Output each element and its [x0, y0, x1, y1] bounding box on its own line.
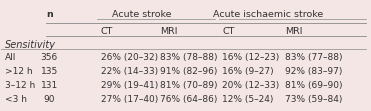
Text: 135: 135	[41, 67, 58, 76]
Text: 81% (69–90): 81% (69–90)	[285, 81, 342, 90]
Text: CT: CT	[101, 27, 113, 36]
Text: 73% (59–84): 73% (59–84)	[285, 95, 342, 104]
Text: Acute stroke: Acute stroke	[112, 10, 171, 19]
Text: 12% (5–24): 12% (5–24)	[222, 95, 274, 104]
Text: CT: CT	[222, 27, 235, 36]
Text: 131: 131	[41, 81, 58, 90]
Text: 81% (70–89): 81% (70–89)	[160, 81, 217, 90]
Text: 91% (82–96): 91% (82–96)	[160, 67, 217, 76]
Text: 92% (83–97): 92% (83–97)	[285, 67, 342, 76]
Text: 16% (9–27): 16% (9–27)	[222, 67, 274, 76]
Text: 83% (78–88): 83% (78–88)	[160, 53, 217, 62]
Text: 16% (12–23): 16% (12–23)	[222, 53, 280, 62]
Text: 26% (20–32): 26% (20–32)	[101, 53, 158, 62]
Text: MRI: MRI	[160, 27, 177, 36]
Text: MRI: MRI	[285, 27, 302, 36]
Text: 83% (77–88): 83% (77–88)	[285, 53, 342, 62]
Text: All: All	[5, 53, 16, 62]
Text: n: n	[46, 10, 53, 19]
Text: 90: 90	[43, 95, 55, 104]
Text: 20% (12–33): 20% (12–33)	[222, 81, 280, 90]
Text: 27% (17–40): 27% (17–40)	[101, 95, 158, 104]
Text: >12 h: >12 h	[5, 67, 33, 76]
Text: 22% (14–33): 22% (14–33)	[101, 67, 158, 76]
Text: 76% (64–86): 76% (64–86)	[160, 95, 217, 104]
Text: Sensitivity: Sensitivity	[5, 40, 56, 50]
Text: 29% (19–41): 29% (19–41)	[101, 81, 158, 90]
Text: <3 h: <3 h	[5, 95, 27, 104]
Text: 356: 356	[41, 53, 58, 62]
Text: Acute ischaemic stroke: Acute ischaemic stroke	[213, 10, 324, 19]
Text: 3–12 h: 3–12 h	[5, 81, 35, 90]
